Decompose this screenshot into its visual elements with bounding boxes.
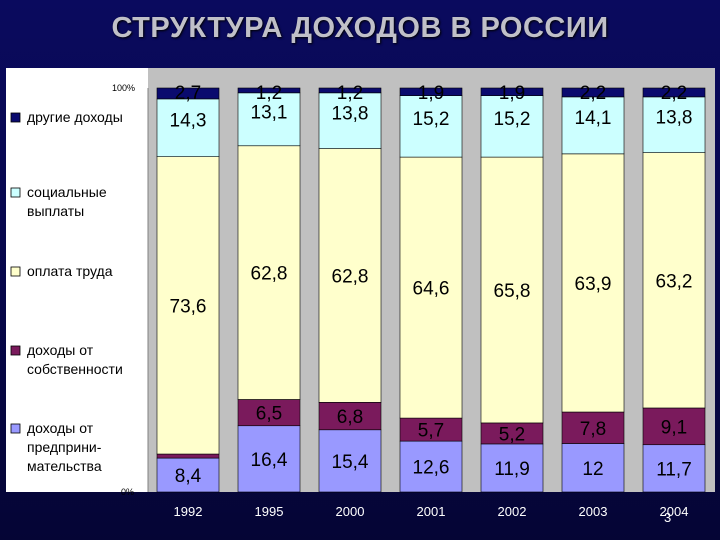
bar-segment [399,87,463,96]
bar-segment [480,95,544,158]
x-tick-label: 1992 [174,504,203,519]
legend-label: доходы от [27,342,94,358]
data-label: 12,6 [413,458,450,479]
data-label: 13,8 [656,108,693,129]
legend-swatch [10,187,21,198]
legend-label: доходы от [27,420,94,436]
data-label: 1,2 [256,83,282,104]
data-label: 2,2 [580,83,606,104]
data-label: 5,7 [418,421,444,442]
bar-segment [480,156,544,424]
bar-segment [318,429,382,493]
data-label: 15,2 [413,109,450,130]
bar-segment [480,443,544,493]
bar-segment [561,87,625,98]
bar-segment [642,407,706,446]
bar-segment [642,444,706,493]
page-number: 3 [664,510,672,525]
data-label: 2,2 [661,83,687,104]
legend-label: выплаты [27,203,84,219]
data-label: 73,6 [170,296,207,317]
data-label: 15,4 [332,452,369,473]
legend-swatch [10,266,21,277]
legend-swatch [10,112,21,123]
y-tick-0: 0% [121,487,134,497]
bar-segment [642,152,706,409]
bar-segment [318,87,382,94]
bar-segment [237,87,301,94]
legend-label: мательства [27,458,102,474]
data-label: 6,5 [256,404,282,425]
data-label: 13,8 [332,104,369,125]
bar-segment [642,96,706,153]
bar-segment [399,440,463,493]
bar-segment [237,92,301,147]
data-label: 1,2 [337,83,363,104]
data-label: 8,4 [175,466,202,487]
data-label: 14,3 [170,111,207,132]
data-label: 9,1 [661,417,687,438]
bar-segment [561,153,625,413]
bar-segment [318,92,382,149]
legend-label: социальные [27,184,107,200]
data-label: 65,8 [494,281,531,302]
data-label: 63,2 [656,271,693,292]
x-tick-label: 1995 [255,504,284,519]
bar-segment [318,148,382,403]
data-label: 13,1 [251,102,288,123]
bar-segment [237,399,301,427]
x-tick-label: 2002 [498,504,527,519]
legend-label: предприни- [27,439,102,455]
data-label: 12 [582,459,603,480]
data-label: 15,2 [494,109,531,130]
data-label: 2,7 [175,83,201,104]
x-tick-label: 2003 [579,504,608,519]
bar-segment [561,411,625,444]
data-label: 63,9 [575,274,612,295]
bar-segment [561,96,625,155]
legend-swatch [10,423,21,434]
bars-group: 8,4173,614,32,716,46,562,813,11,215,46,8… [156,83,706,493]
chart-title: СТРУКТУРА ДОХОДОВ В РОССИИ [111,12,609,44]
x-tick-label: 2001 [417,504,446,519]
data-label: 14,1 [575,108,612,129]
legend-label: собственности [27,361,123,377]
x-axis-labels: 1992 1995 2000 2001 2002 2003 2004 [174,504,689,519]
data-label: 64,6 [413,279,450,300]
legend: другие доходы социальные выплаты оплата тру… [10,109,123,474]
data-label: 62,8 [332,266,369,287]
data-label: 7,8 [580,419,606,440]
data-label: 1,9 [499,83,525,104]
legend-label: оплата труда [27,263,113,279]
x-tick-label: 2004 [660,504,689,519]
data-label: 62,8 [251,264,288,285]
legend-swatch [10,345,21,356]
data-label: 11,7 [656,459,692,480]
y-tick-100: 100% [112,83,135,93]
bar-segment [237,145,301,400]
data-label: 6,8 [337,407,363,428]
bar-segment [480,87,544,96]
bar-segment [399,156,463,419]
bar-segment [156,87,220,100]
bar-segment [318,402,382,431]
bar-segment [156,156,220,455]
x-tick-label: 2000 [336,504,365,519]
bar-segment [642,87,706,98]
data-label: 5,2 [499,424,525,445]
data-label: 11,9 [494,459,530,480]
bar-segment [561,443,625,493]
data-label: 1,9 [418,83,444,104]
legend-label: другие доходы [27,109,123,125]
data-label: 16,4 [251,450,288,471]
bar-segment [399,95,463,158]
